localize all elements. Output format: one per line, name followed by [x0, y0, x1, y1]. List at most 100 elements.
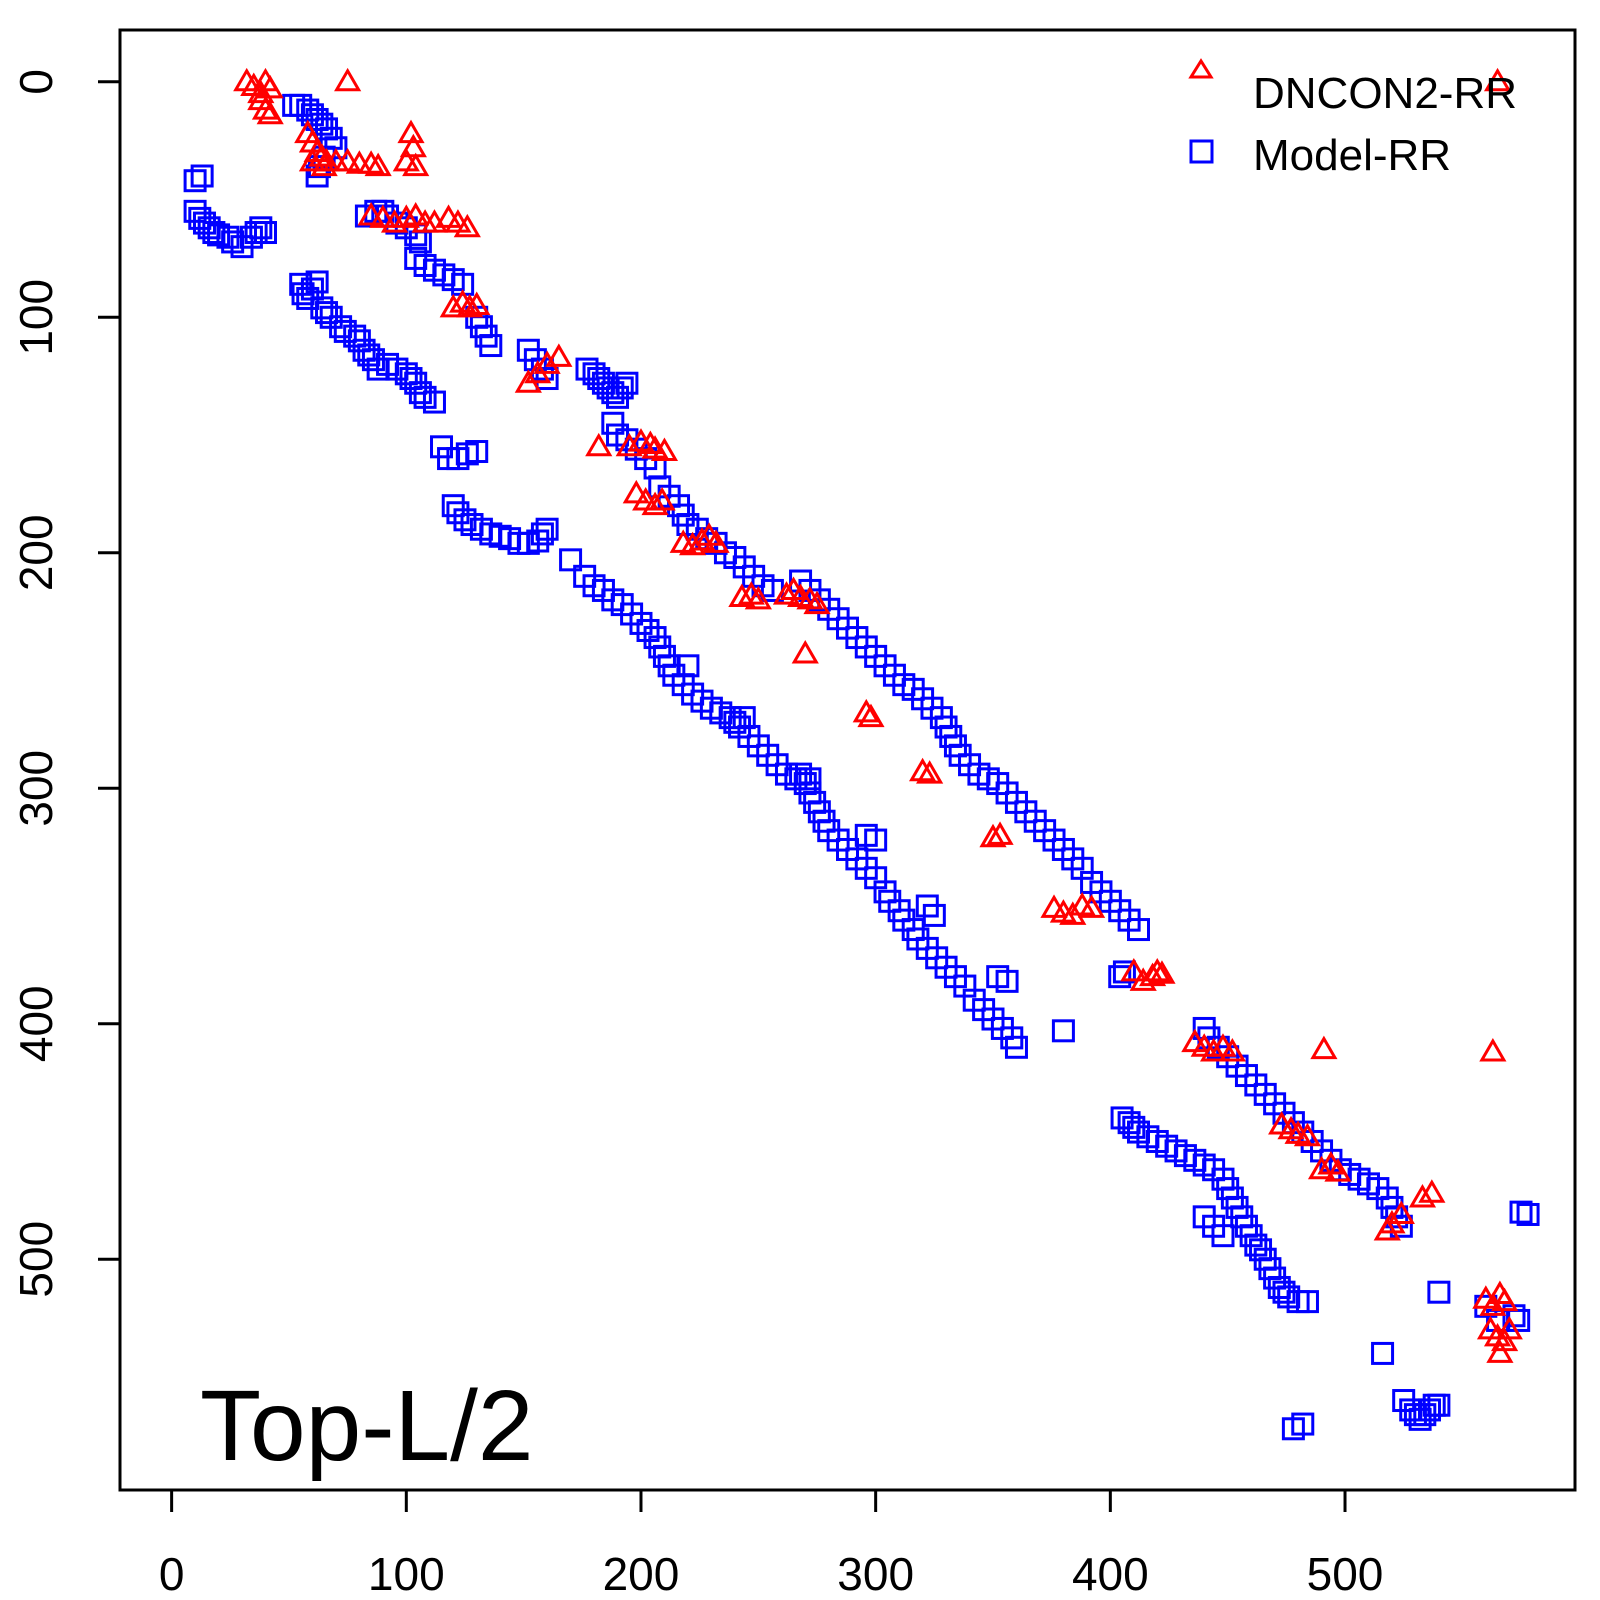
plot-frame — [118, 28, 1577, 1492]
y-axis: 0 100 200 300 400 500 — [10, 69, 122, 1298]
x-tick-label-300: 300 — [837, 1548, 914, 1600]
point-triangle — [791, 640, 819, 664]
point-triangle — [256, 100, 284, 125]
point-triangle — [636, 430, 664, 454]
point-square — [465, 440, 489, 464]
point-square — [1112, 960, 1136, 984]
point-triangle — [585, 432, 613, 457]
point-square — [732, 706, 756, 730]
point-triangle — [979, 823, 1007, 848]
point-square — [1291, 1412, 1315, 1436]
point-square — [1427, 1393, 1451, 1417]
annotation-top-l-2: Top-L/2 — [200, 1370, 534, 1482]
x-tick-label-500: 500 — [1307, 1548, 1384, 1600]
y-tick-label-100: 100 — [10, 279, 62, 356]
point-triangle — [1418, 1179, 1446, 1203]
point-triangle — [1479, 1292, 1507, 1316]
point-triangle — [648, 486, 676, 511]
y-tick-label-500: 500 — [10, 1221, 62, 1298]
point-triangle — [392, 204, 420, 228]
point-triangle — [463, 291, 491, 316]
point-square — [1509, 1200, 1533, 1224]
point-triangle — [357, 150, 385, 174]
point-triangle — [1199, 1038, 1228, 1062]
point-square — [1427, 1280, 1451, 1304]
point-triangle — [545, 343, 573, 367]
point-square — [636, 618, 660, 642]
series-dncon2-rr — [233, 67, 1523, 1363]
point-triangle — [916, 760, 944, 784]
point-triangle — [803, 590, 831, 615]
point-square — [249, 216, 273, 240]
point-triangle — [1324, 1158, 1352, 1182]
legend: DNCON2-RR Model-RR — [1188, 58, 1517, 180]
legend-marker-model-rr — [1189, 139, 1214, 164]
x-tick-label-100: 100 — [368, 1548, 445, 1600]
point-triangle — [369, 204, 397, 228]
x-tick-label-200: 200 — [603, 1548, 680, 1600]
series-model-rr — [183, 93, 1540, 1441]
point-triangle — [1387, 1200, 1415, 1224]
point-square — [601, 411, 625, 435]
point-square — [441, 494, 465, 518]
point-triangle — [641, 491, 669, 516]
point-triangle — [1310, 1035, 1338, 1060]
y-tick-label-400: 400 — [10, 985, 62, 1062]
point-square — [1127, 918, 1150, 942]
point-triangle — [1293, 1122, 1322, 1147]
point-square — [315, 301, 339, 325]
point-triangle — [1495, 1315, 1523, 1340]
point-triangle — [650, 437, 679, 462]
point-square — [190, 164, 214, 188]
point-triangle — [772, 581, 801, 605]
y-tick-label-0: 0 — [10, 69, 62, 95]
point-triangle — [357, 202, 385, 226]
point-triangle — [688, 527, 716, 551]
point-triangle — [380, 209, 409, 233]
point-square — [798, 767, 822, 791]
point-triangle — [852, 698, 880, 723]
point-triangle — [1077, 894, 1106, 918]
legend-marker-dncon2-rr — [1188, 58, 1214, 79]
point-triangle — [1218, 1038, 1246, 1062]
y-tick-label-200: 200 — [10, 514, 62, 591]
point-triangle — [857, 703, 885, 728]
x-axis: 0 100 200 300 400 500 — [159, 1488, 1384, 1600]
x-tick-label-0: 0 — [159, 1548, 185, 1600]
point-square — [1004, 1035, 1028, 1059]
point-triangle — [728, 583, 756, 608]
point-square — [305, 270, 329, 294]
point-square — [676, 654, 700, 678]
point-triangle — [1138, 962, 1167, 987]
point-square — [282, 93, 306, 117]
point-triangle — [456, 293, 484, 318]
series-layer — [183, 67, 1540, 1441]
legend-label-model-rr: Model-RR — [1253, 131, 1451, 180]
point-triangle — [334, 67, 362, 92]
legend-label-dncon2-rr: DNCON2-RR — [1253, 69, 1517, 118]
point-triangle — [1143, 957, 1171, 982]
point-triangle — [256, 74, 284, 99]
point-triangle — [1307, 1155, 1336, 1180]
point-square — [479, 334, 503, 358]
point-triangle — [1490, 1287, 1519, 1312]
point-square — [1211, 1224, 1235, 1248]
point-square — [995, 969, 1019, 993]
point-triangle — [402, 202, 430, 226]
point-square — [1371, 1341, 1395, 1365]
point-square — [629, 611, 653, 635]
point-square — [864, 828, 888, 852]
point-triangle — [533, 350, 561, 374]
point-triangle — [702, 529, 730, 553]
point-triangle — [310, 152, 338, 177]
point-triangle — [1479, 1038, 1507, 1062]
y-tick-label-300: 300 — [10, 750, 62, 827]
point-triangle — [1486, 1339, 1514, 1363]
point-square — [183, 169, 207, 193]
point-square — [1295, 1290, 1319, 1314]
point-square — [422, 390, 446, 414]
point-triangle — [908, 757, 937, 782]
point-square — [922, 903, 946, 927]
point-square — [615, 371, 639, 395]
